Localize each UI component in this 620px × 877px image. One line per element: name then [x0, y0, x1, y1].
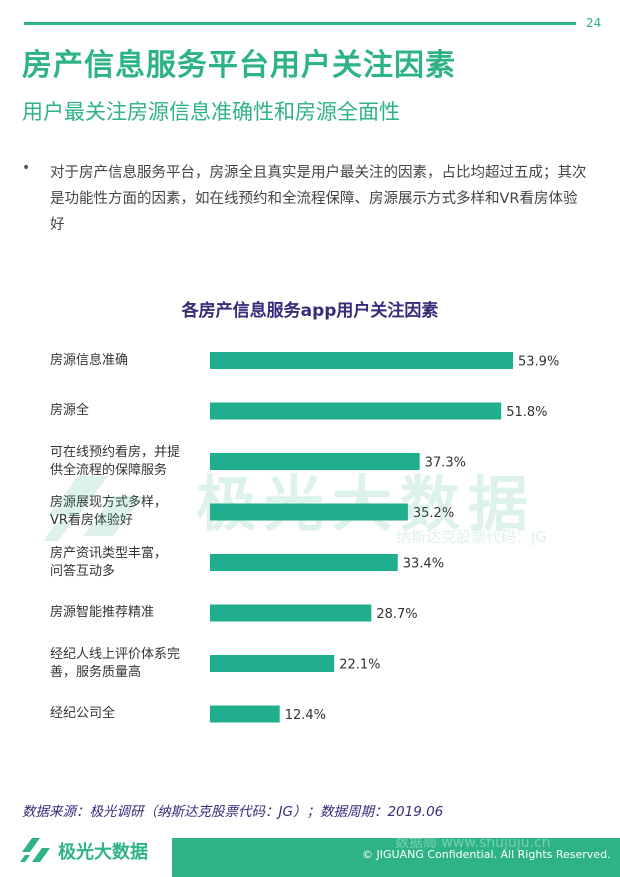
header-rule	[24, 22, 576, 25]
category-label: 经纪公司全	[50, 705, 210, 723]
bar-value-label: 51.8%	[506, 405, 547, 420]
bar	[210, 402, 502, 420]
bar-value-label: 12.4%	[285, 708, 326, 723]
bar	[210, 503, 408, 521]
bar	[210, 352, 513, 369]
bar-value-label: 53.9%	[518, 355, 559, 370]
category-label-line: 经纪人线上评价体系完	[50, 646, 181, 662]
bar-value-label: 22.1%	[339, 658, 380, 673]
jiguang-logo-icon	[20, 838, 50, 862]
bullet-dot-icon: •	[22, 160, 31, 176]
category-label-line: 问答互动多	[50, 563, 116, 579]
category-label-line: 房源智能推荐精准	[50, 605, 155, 620]
copyright-text: © JIGUANG Confidential. All Rights Reser…	[362, 848, 611, 861]
category-label-line: 房源信息准确	[50, 352, 129, 368]
bar	[210, 554, 398, 571]
bullet-item: • 对于房产信息服务平台，房源全且真实是用户最关注的因素，占比均超过五成；其次是…	[22, 160, 588, 238]
category-label: 可在线预约看房，并提 供全流程的保障服务	[50, 444, 210, 480]
bar-value-label: 33.4%	[403, 557, 444, 572]
footer-logo-text: 极光大数据	[58, 842, 148, 863]
bar-value-label: 35.2%	[413, 506, 454, 521]
bar-value-label: 28.7%	[376, 607, 417, 622]
category-label-line: VR看房体验好	[50, 513, 133, 528]
category-label-line: 可在线预约看房，并提	[50, 444, 181, 460]
category-label: 房源全	[50, 402, 210, 420]
category-label: 房源智能推荐精准	[50, 604, 210, 622]
bar	[210, 705, 280, 723]
footer-watermark: 数据局 www.shujuju.cn	[395, 835, 551, 851]
page-number: 24	[586, 16, 602, 30]
bar	[210, 453, 420, 470]
page-title: 房产信息服务平台用户关注因素	[22, 48, 456, 83]
category-label: 经纪人线上评价体系完 善，服务质量高	[50, 646, 210, 682]
category-label-line: 房源展现方式多样，	[50, 495, 168, 510]
category-label-line: 供全流程的保障服务	[50, 462, 168, 478]
category-label: 房源信息准确	[50, 352, 210, 370]
category-label-line: 经纪公司全	[50, 706, 116, 721]
bullet-text: 对于房产信息服务平台，房源全且真实是用户最关注的因素，占比均超过五成；其次是功能…	[50, 165, 587, 233]
category-label: 房源展现方式多样， VR看房体验好	[50, 494, 210, 530]
category-label-line: 房产资讯类型丰富，	[50, 545, 168, 561]
category-label-line: 房源全	[50, 403, 90, 418]
chart-title: 各房产信息服务app用户关注因素	[181, 301, 439, 321]
data-source: 数据来源：极光调研（纳斯达克股票代码：JG）；数据周期：2019.06	[22, 804, 444, 820]
page-subtitle: 用户最关注房源信息准确性和房源全面性	[22, 100, 400, 124]
category-label: 房产资讯类型丰富， 问答互动多	[50, 545, 210, 581]
category-label-line: 善，服务质量高	[50, 664, 142, 680]
bar-value-label: 37.3%	[425, 456, 466, 471]
footer-bar	[172, 838, 620, 877]
bar	[210, 604, 372, 622]
bar	[210, 655, 335, 672]
